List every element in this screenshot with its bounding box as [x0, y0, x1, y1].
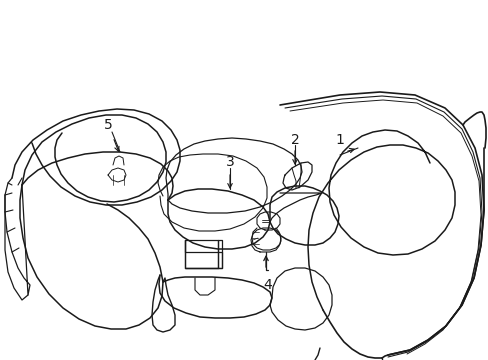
Text: 3: 3 — [225, 155, 234, 169]
Text: 1: 1 — [335, 133, 344, 147]
Text: 5: 5 — [103, 118, 112, 132]
Text: 2: 2 — [290, 133, 299, 147]
Text: 4: 4 — [263, 278, 272, 292]
